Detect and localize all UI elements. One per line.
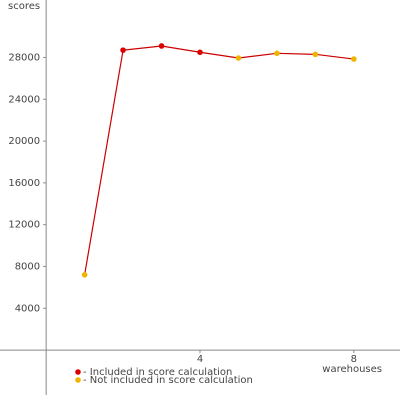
x-tick-label: 4 [197, 354, 203, 365]
point [351, 56, 357, 62]
y-tick-label: 28000 [8, 52, 40, 63]
legend-marker [75, 377, 81, 383]
legend-label: - Not included in score calculation [83, 375, 253, 386]
point [197, 49, 203, 56]
point [120, 47, 126, 53]
legend-label: - Included in score calculation [83, 367, 232, 378]
x-axis-label: warehouses [322, 364, 382, 375]
point [312, 51, 319, 58]
point [158, 43, 165, 49]
point [81, 272, 88, 278]
point [274, 50, 280, 57]
y-tick-label: 4000 [15, 303, 40, 314]
y-tick-label: 8000 [15, 261, 40, 272]
y-axis-label: scores [8, 1, 40, 12]
x-tick-label: 8 [351, 354, 357, 365]
y-tick-label: 16000 [8, 178, 40, 189]
y-tick-label: 20000 [8, 136, 40, 147]
point [235, 55, 242, 61]
line [84, 45, 354, 275]
y-tick-label: 12000 [8, 220, 40, 231]
legend-marker [75, 369, 81, 375]
y-tick-label: 24000 [8, 94, 40, 105]
